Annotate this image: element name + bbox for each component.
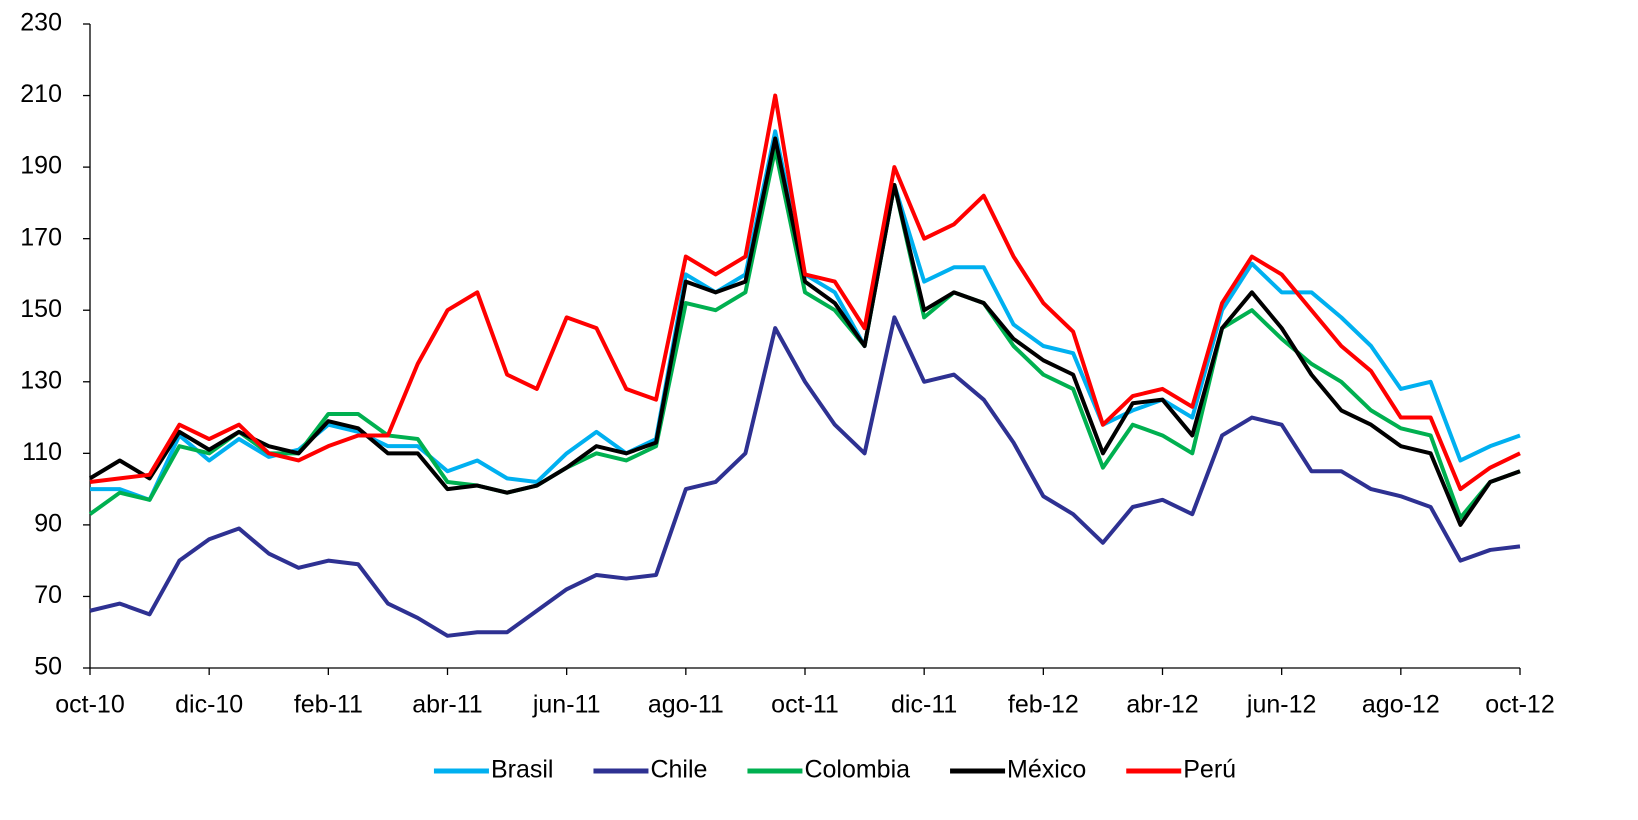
- x-tick-label: ago-11: [648, 691, 724, 719]
- y-tick-label: 230: [20, 9, 62, 37]
- y-tick-label: 210: [20, 80, 62, 108]
- legend-label: Chile: [650, 756, 707, 784]
- y-tick-label: 50: [34, 653, 62, 681]
- legend-label: Colombia: [804, 756, 910, 784]
- series-line: [88, 147, 1521, 520]
- series-line: [89, 93, 1521, 492]
- x-tick-label: dic-10: [175, 691, 243, 719]
- x-tick-label: oct-10: [55, 691, 124, 719]
- x-tick-label: feb-11: [294, 691, 363, 719]
- x-tick-label: oct-12: [1485, 691, 1554, 719]
- series-line: [89, 315, 1521, 638]
- y-tick-label: 150: [20, 295, 62, 323]
- x-tick-label: oct-11: [771, 691, 839, 719]
- x-tick-label: dic-11: [891, 691, 957, 719]
- y-tick-label: 70: [34, 581, 62, 609]
- x-tick-label: ago-12: [1362, 691, 1440, 719]
- legend-label: Perú: [1183, 756, 1236, 784]
- y-tick-label: 190: [20, 152, 62, 180]
- y-tick-label: 130: [20, 366, 62, 394]
- y-tick-label: 90: [34, 509, 62, 537]
- x-tick-label: abr-11: [412, 691, 482, 719]
- series-line: [88, 136, 1521, 527]
- legend-label: Brasil: [491, 756, 554, 784]
- x-tick-label: jun-12: [1246, 691, 1317, 719]
- x-tick-label: abr-12: [1126, 691, 1198, 719]
- x-tick-label: jun-11: [532, 691, 601, 719]
- y-tick-label: 110: [22, 438, 62, 466]
- x-tick-label: feb-12: [1008, 691, 1079, 719]
- y-tick-label: 170: [20, 223, 62, 251]
- legend-label: México: [1007, 756, 1086, 784]
